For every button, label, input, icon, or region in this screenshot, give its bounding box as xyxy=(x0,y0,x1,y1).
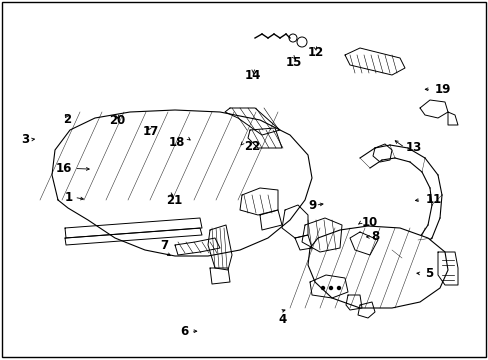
Text: 8: 8 xyxy=(371,230,379,243)
Polygon shape xyxy=(372,144,391,162)
Circle shape xyxy=(321,287,324,289)
Polygon shape xyxy=(357,302,374,318)
Polygon shape xyxy=(282,205,307,238)
Polygon shape xyxy=(447,112,457,125)
Text: 19: 19 xyxy=(433,83,449,96)
Text: 10: 10 xyxy=(361,216,377,229)
Text: 15: 15 xyxy=(285,56,301,69)
Polygon shape xyxy=(247,128,282,148)
Polygon shape xyxy=(207,225,231,270)
Text: 20: 20 xyxy=(109,114,125,127)
Text: 11: 11 xyxy=(425,193,441,206)
Polygon shape xyxy=(65,228,202,245)
Polygon shape xyxy=(346,295,361,310)
Circle shape xyxy=(337,287,340,289)
Text: 18: 18 xyxy=(168,136,184,149)
Text: 5: 5 xyxy=(425,267,433,280)
Text: 22: 22 xyxy=(244,140,260,153)
Polygon shape xyxy=(419,100,447,118)
Polygon shape xyxy=(294,235,311,250)
Polygon shape xyxy=(309,275,347,298)
Polygon shape xyxy=(349,232,377,255)
Text: 9: 9 xyxy=(308,199,316,212)
Polygon shape xyxy=(209,268,229,284)
Text: 6: 6 xyxy=(180,325,188,338)
Polygon shape xyxy=(345,48,404,75)
Polygon shape xyxy=(52,110,311,256)
Polygon shape xyxy=(65,218,202,238)
Text: 3: 3 xyxy=(21,133,29,146)
Text: 7: 7 xyxy=(160,239,167,252)
Polygon shape xyxy=(224,108,280,135)
Text: 14: 14 xyxy=(244,69,261,82)
Polygon shape xyxy=(240,188,278,215)
Polygon shape xyxy=(260,210,282,230)
Text: 12: 12 xyxy=(306,46,323,59)
Text: 13: 13 xyxy=(405,141,421,154)
Polygon shape xyxy=(302,218,341,252)
Polygon shape xyxy=(437,252,457,285)
Circle shape xyxy=(329,287,332,289)
Polygon shape xyxy=(175,238,220,255)
Polygon shape xyxy=(307,226,447,308)
Text: 4: 4 xyxy=(278,313,286,326)
Text: 16: 16 xyxy=(56,162,72,175)
Text: 1: 1 xyxy=(64,191,72,204)
Text: 2: 2 xyxy=(63,113,71,126)
Text: 17: 17 xyxy=(142,125,159,138)
Text: 21: 21 xyxy=(166,194,182,207)
